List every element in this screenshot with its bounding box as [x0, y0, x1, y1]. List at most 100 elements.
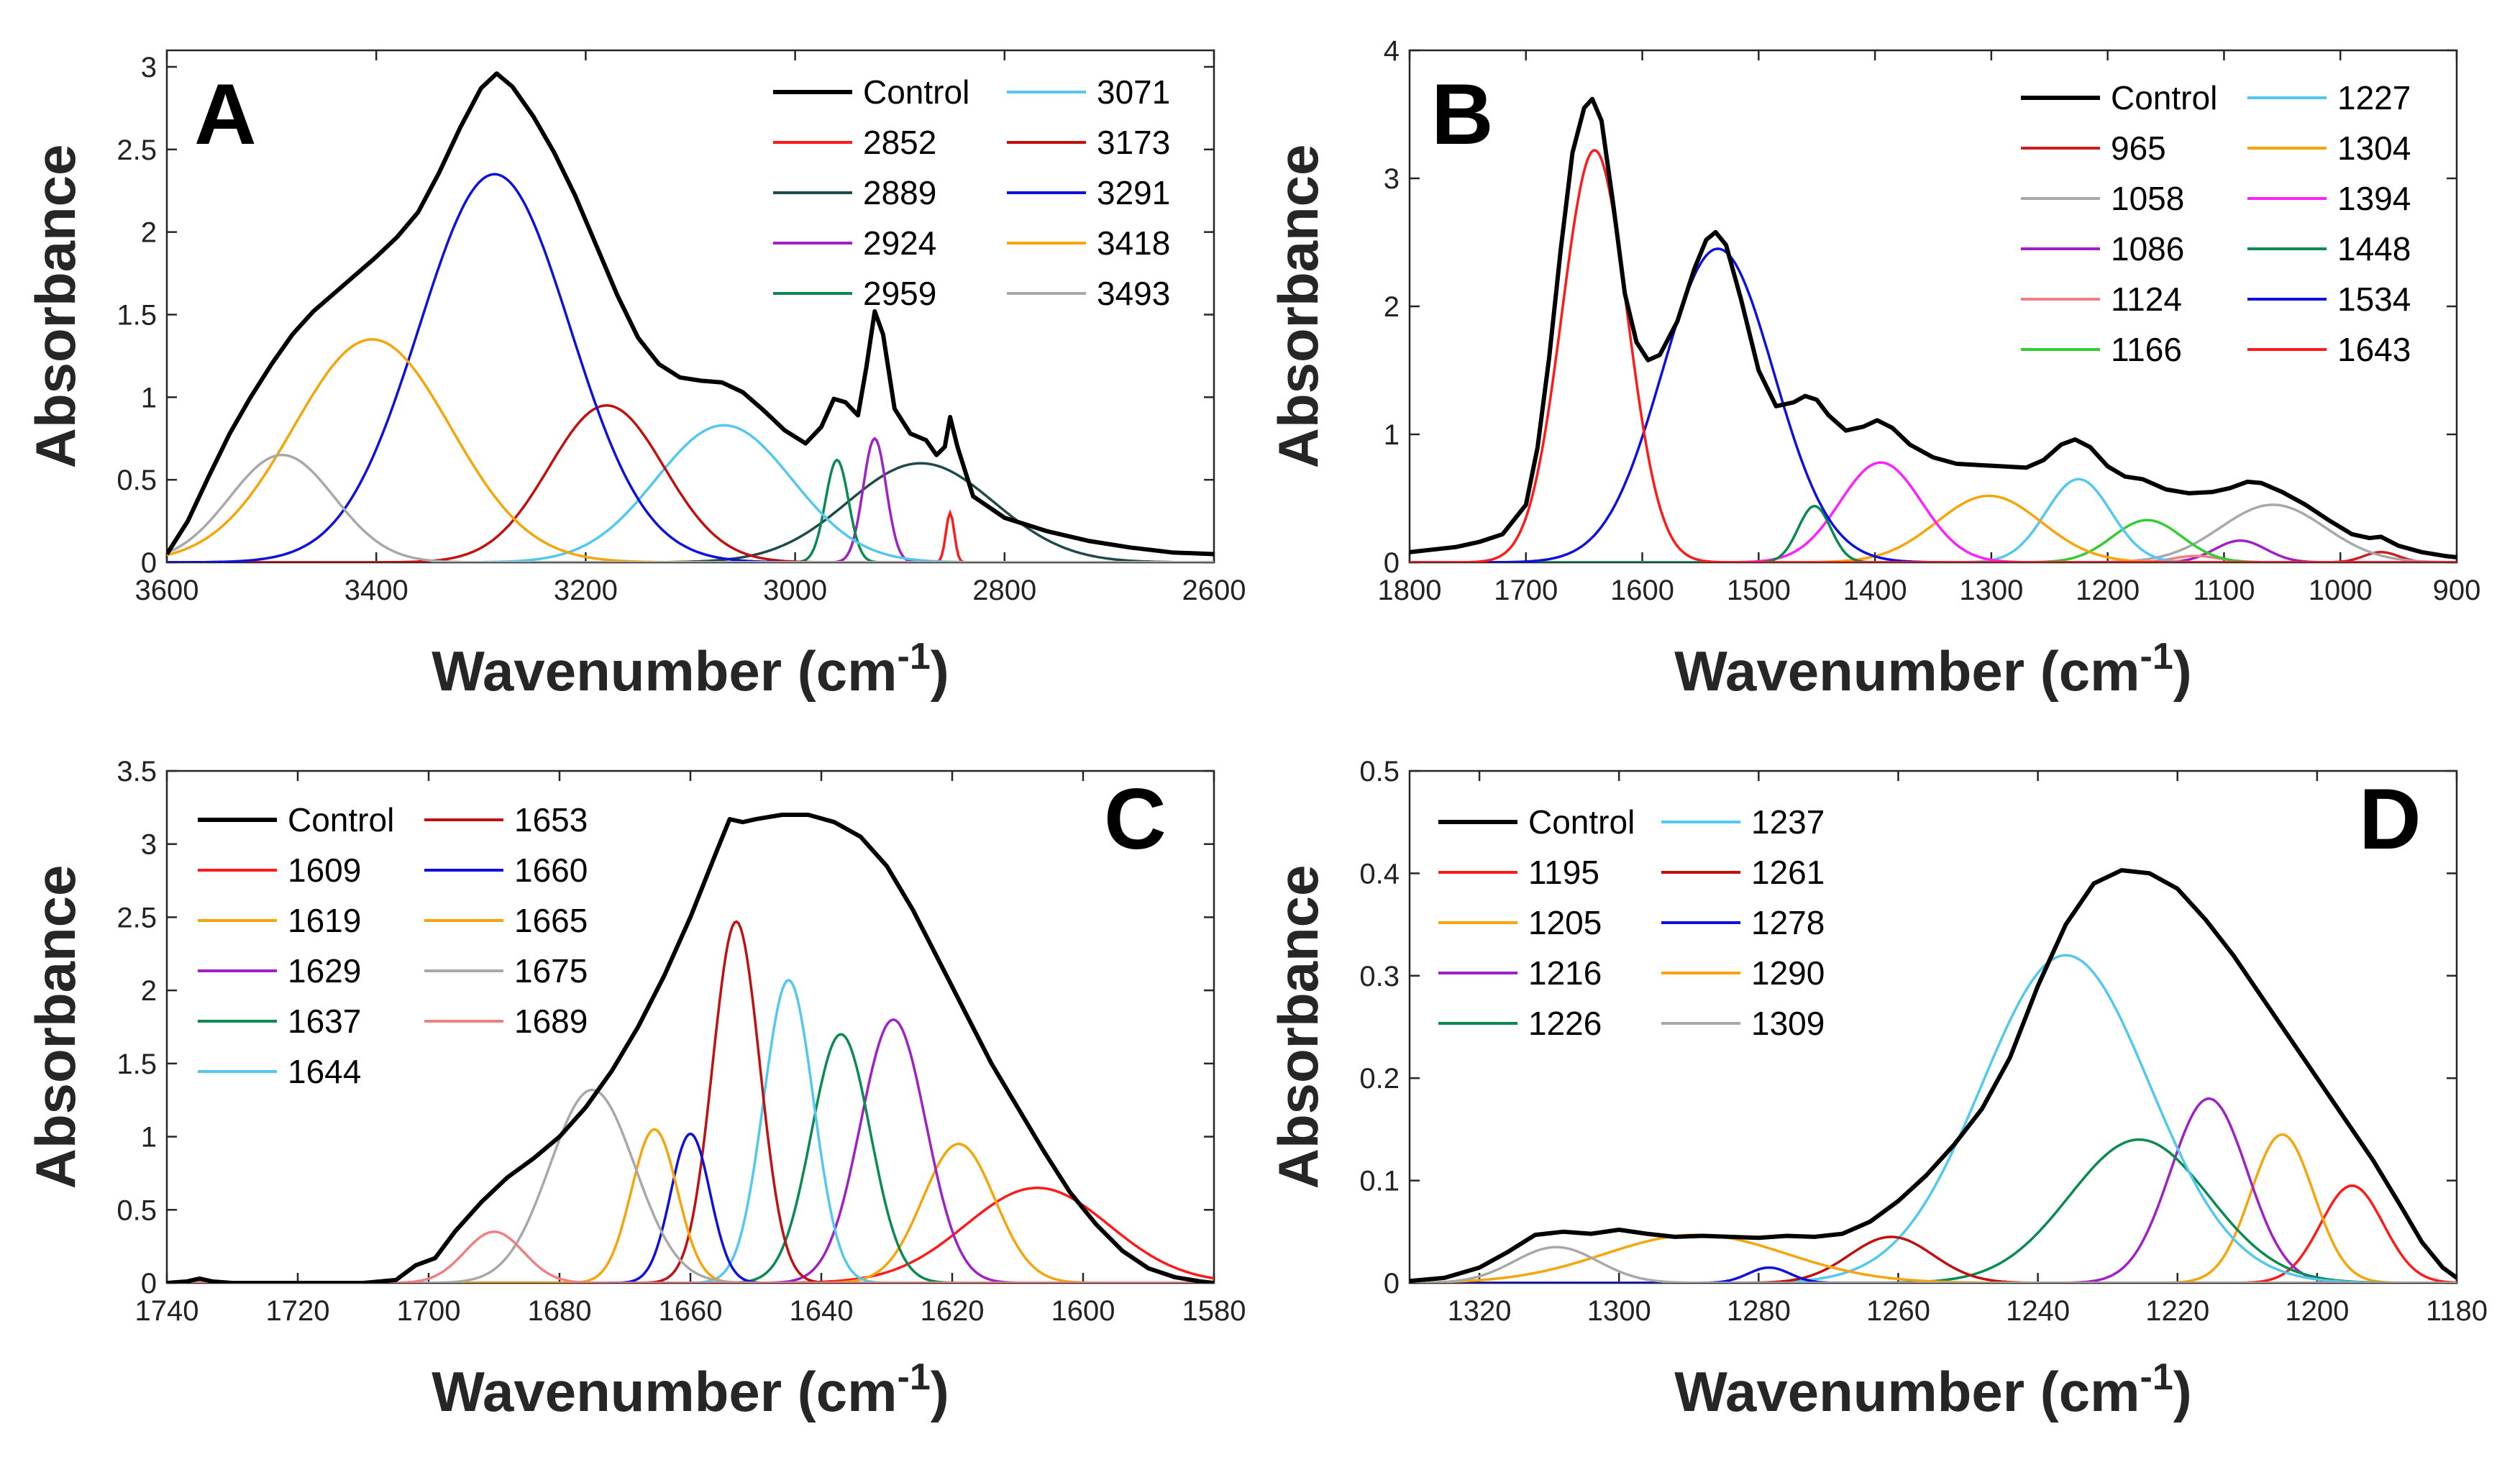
y-tick-label: 0 [141, 547, 157, 579]
x-tick-label: 1620 [921, 1295, 985, 1327]
legend: Control 1195 1205 1216 1226 1237 1261 1278 1290 1… [1438, 803, 1825, 1042]
x-tick-label: 1700 [397, 1295, 461, 1327]
series-1665-line [167, 1128, 1214, 1283]
series-3493-line [167, 453, 1214, 562]
legend-label: 1637 [288, 1002, 361, 1040]
plot-area [167, 813, 1214, 1283]
legend-label: 3493 [1097, 275, 1170, 312]
panel-d: 1320 1300 1280 1260 1240 1220 1200 1180 0 0.1 0.2 0… [1266, 756, 2488, 1423]
x-axis-title-close: ) [2173, 1360, 2192, 1423]
series-1660-line [167, 1132, 1214, 1283]
series-control-line [167, 813, 1214, 1283]
series-1195-line [1410, 1184, 2457, 1283]
x-axis-title-main: Wavenumber (cm [1674, 639, 2140, 703]
legend-label: 3071 [1097, 73, 1170, 111]
x-tick-label: 1580 [1182, 1295, 1246, 1327]
panel-letter: B [1431, 66, 1494, 163]
x-tick-label: 1660 [659, 1295, 723, 1327]
y-tick-label: 0.5 [117, 465, 157, 496]
x-axis-title: Wavenumber (cm-1) [1674, 636, 2192, 703]
x-tick-label: 1800 [1378, 575, 1442, 606]
legend-label: 1665 [514, 902, 588, 939]
y-tick-label: 1.5 [117, 1049, 157, 1080]
x-tick-label: 1000 [2309, 575, 2373, 606]
x-tick-label: 1740 [135, 1295, 199, 1327]
y-tick-label: 0.4 [1359, 858, 1400, 890]
legend-label: 1394 [2337, 180, 2411, 217]
y-tick-label: 0 [1384, 1268, 1400, 1300]
x-tick-label: 1320 [1448, 1295, 1512, 1327]
legend-label: Control [288, 801, 394, 839]
x-axis-title-sup: -1 [2140, 636, 2173, 677]
legend-label: 1058 [2111, 180, 2184, 217]
legend-label: 1261 [1751, 854, 1825, 891]
x-tick-label: 1680 [528, 1295, 592, 1327]
y-tick-label: 3 [1384, 163, 1400, 195]
x-tick-label: 1640 [790, 1295, 854, 1327]
plot-area [167, 71, 1214, 562]
series-1304-line [1410, 494, 2457, 562]
legend: Control 2852 2889 2924 2959 3071 3173 3291 3418 3… [773, 73, 1170, 312]
legend-label: 1609 [288, 851, 361, 889]
x-axis-title: Wavenumber (cm-1) [432, 636, 949, 703]
legend-label: 1534 [2337, 280, 2411, 318]
legend-label: 1227 [2337, 79, 2411, 117]
legend-label: 1304 [2337, 129, 2411, 167]
panel-c: 1740 1720 1700 1680 1660 1640 1620 1600 1580 0 0.5… [24, 756, 1246, 1423]
legend-label: 1644 [288, 1053, 361, 1090]
legend-label: 2852 [863, 124, 936, 161]
series-1216-line [1410, 1097, 2457, 1283]
legend-label: 1216 [1528, 954, 1602, 992]
series-2889-line [167, 462, 1214, 562]
x-tick-label: 900 [2433, 575, 2481, 606]
x-tick-label: 1200 [2285, 1295, 2349, 1327]
legend-label: 1166 [2111, 331, 2182, 368]
legend-label: 2889 [863, 174, 936, 211]
y-tick-label: 1 [141, 382, 157, 414]
legend: Control 965 1058 1086 1124 1166 1227 1304 1394 14… [2021, 79, 2411, 368]
y-tick-label: 2 [141, 217, 157, 249]
x-axis-title-sup: -1 [2140, 1356, 2173, 1398]
x-tick-label: 1240 [2006, 1295, 2070, 1327]
x-tick-label: 1720 [266, 1295, 330, 1327]
series-control-line [1410, 96, 2457, 559]
legend-label: 1448 [2337, 230, 2411, 268]
legend-label: 1675 [514, 952, 588, 990]
y-tick-label: 3.5 [117, 756, 157, 787]
x-tick-label: 1180 [2426, 1295, 2488, 1327]
legend-label: 1278 [1751, 904, 1825, 941]
series-1609-line [167, 1187, 1214, 1283]
x-tick-label: 1280 [1727, 1295, 1791, 1327]
x-axis-title-main: Wavenumber (cm [1674, 1360, 2140, 1423]
y-tick-label: 2.5 [117, 134, 157, 166]
y-tick-label: 0 [1384, 547, 1400, 579]
legend-label: 1660 [514, 851, 588, 889]
y-tick-label: 2.5 [117, 902, 157, 933]
series-control-line [167, 71, 1214, 557]
series-1653-line [167, 920, 1214, 1283]
panel-a: 3600 3400 3200 3000 2800 2600 0 0.5 1 1.5 2 2.5 3 Wav… [24, 49, 1246, 703]
legend-label: 1643 [2337, 331, 2411, 368]
y-tick-label: 2 [141, 975, 157, 1007]
legend: Control 1609 1619 1629 1637 1644 1653 1660 1665 1… [198, 801, 588, 1090]
legend-label: 2924 [863, 224, 936, 262]
legend-label: 1086 [2111, 230, 2184, 268]
legend-label: Control [1528, 803, 1635, 841]
plot-area [1410, 96, 2457, 562]
y-tick-label: 0 [141, 1268, 157, 1300]
x-tick-label: 1600 [1610, 575, 1674, 606]
legend-label: 2959 [863, 275, 936, 312]
legend-label: Control [863, 73, 969, 111]
legend-label: 1309 [1751, 1005, 1825, 1042]
series-2852-line [167, 508, 1214, 562]
x-axis-title-close: ) [931, 639, 949, 703]
x-tick-label: 1700 [1494, 575, 1558, 606]
x-axis-title-main: Wavenumber (cm [432, 639, 897, 703]
series-1086-line [1410, 539, 2457, 562]
legend-label: 1124 [2111, 280, 2182, 318]
series-control-line [1410, 868, 2457, 1283]
x-axis-title-sup: -1 [898, 636, 931, 677]
x-tick-label: 1260 [1866, 1295, 1930, 1327]
y-tick-label: 0.2 [1359, 1063, 1400, 1095]
y-tick-label: 1 [1384, 419, 1400, 451]
